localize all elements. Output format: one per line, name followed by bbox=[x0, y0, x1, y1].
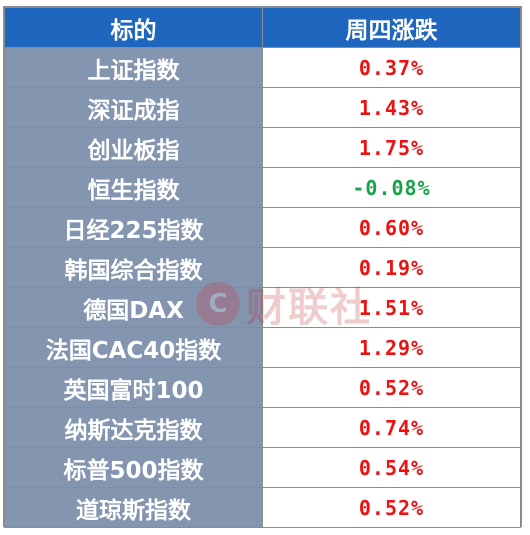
table-row: 上证指数 0.37% bbox=[4, 47, 521, 88]
change-value: 1.75% bbox=[262, 127, 521, 168]
change-value: -0.08% bbox=[262, 167, 521, 208]
table-row: 德国DAX 1.51% bbox=[4, 287, 521, 328]
table-row: 标普500指数 0.54% bbox=[4, 447, 521, 488]
instrument-name: 法国CAC40指数 bbox=[4, 327, 263, 368]
change-value: 1.51% bbox=[262, 287, 521, 328]
table-row: 法国CAC40指数 1.29% bbox=[4, 327, 521, 368]
change-value: 0.60% bbox=[262, 207, 521, 248]
header-instrument: 标的 bbox=[4, 7, 263, 48]
change-value: 0.19% bbox=[262, 247, 521, 288]
table-row: 道琼斯指数 0.52% bbox=[4, 487, 521, 528]
instrument-name: 道琼斯指数 bbox=[4, 487, 263, 528]
table-row: 纳斯达克指数 0.74% bbox=[4, 407, 521, 448]
change-value: 0.54% bbox=[262, 447, 521, 488]
table-row: 深证成指 1.43% bbox=[4, 87, 521, 128]
table-row: 韩国综合指数 0.19% bbox=[4, 247, 521, 288]
table-row: 日经225指数 0.60% bbox=[4, 207, 521, 248]
instrument-name: 英国富时100 bbox=[4, 367, 263, 408]
change-value: 0.52% bbox=[262, 367, 521, 408]
table-row: 英国富时100 0.52% bbox=[4, 367, 521, 408]
table-body: 上证指数 0.37% 深证成指 1.43% 创业板指 1.75% 恒生指数 -0.08% 日经2… bbox=[4, 47, 521, 528]
market-change-table-container: 标的 周四涨跌 上证指数 0.37% 深证成指 1.43% 创业板指 1.75% 恒生指数 -… bbox=[3, 6, 522, 528]
change-value: 1.43% bbox=[262, 87, 521, 128]
change-value: 0.52% bbox=[262, 487, 521, 528]
instrument-name: 恒生指数 bbox=[4, 167, 263, 208]
instrument-name: 创业板指 bbox=[4, 127, 263, 168]
header-thursday-change: 周四涨跌 bbox=[262, 7, 521, 48]
instrument-name: 上证指数 bbox=[4, 47, 263, 88]
table-header-row: 标的 周四涨跌 bbox=[4, 7, 521, 48]
table-row: 创业板指 1.75% bbox=[4, 127, 521, 168]
change-value: 0.74% bbox=[262, 407, 521, 448]
change-value: 0.37% bbox=[262, 47, 521, 88]
instrument-name: 纳斯达克指数 bbox=[4, 407, 263, 448]
change-value: 1.29% bbox=[262, 327, 521, 368]
instrument-name: 深证成指 bbox=[4, 87, 263, 128]
table-row: 恒生指数 -0.08% bbox=[4, 167, 521, 208]
instrument-name: 标普500指数 bbox=[4, 447, 263, 488]
instrument-name: 韩国综合指数 bbox=[4, 247, 263, 288]
instrument-name: 德国DAX bbox=[4, 287, 263, 328]
instrument-name: 日经225指数 bbox=[4, 207, 263, 248]
market-change-table: 标的 周四涨跌 上证指数 0.37% 深证成指 1.43% 创业板指 1.75% 恒生指数 -… bbox=[4, 7, 521, 528]
